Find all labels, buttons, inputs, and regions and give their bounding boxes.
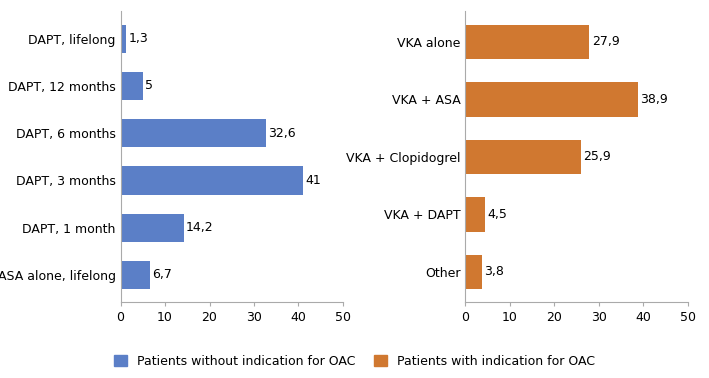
- Bar: [121, 261, 150, 289]
- Text: 14,2: 14,2: [186, 221, 213, 234]
- Bar: [465, 255, 482, 289]
- Bar: [121, 166, 303, 195]
- Bar: [465, 139, 581, 174]
- Text: 1,3: 1,3: [128, 32, 148, 45]
- Text: 27,9: 27,9: [591, 35, 620, 48]
- Text: 41: 41: [305, 174, 321, 187]
- Text: 25,9: 25,9: [583, 150, 610, 163]
- Bar: [465, 197, 486, 232]
- Text: 6,7: 6,7: [152, 268, 172, 282]
- Bar: [465, 25, 589, 59]
- Bar: [121, 25, 126, 53]
- Bar: [121, 119, 266, 147]
- Bar: [121, 214, 184, 242]
- Text: 3,8: 3,8: [484, 265, 504, 279]
- Text: 32,6: 32,6: [268, 127, 296, 140]
- Bar: [465, 82, 638, 116]
- Bar: [121, 72, 143, 100]
- Legend: Patients without indication for OAC, Patients with indication for OAC: Patients without indication for OAC, Pat…: [114, 355, 595, 368]
- Text: 4,5: 4,5: [488, 208, 508, 221]
- Text: 38,9: 38,9: [640, 93, 669, 106]
- Text: 5: 5: [145, 79, 153, 93]
